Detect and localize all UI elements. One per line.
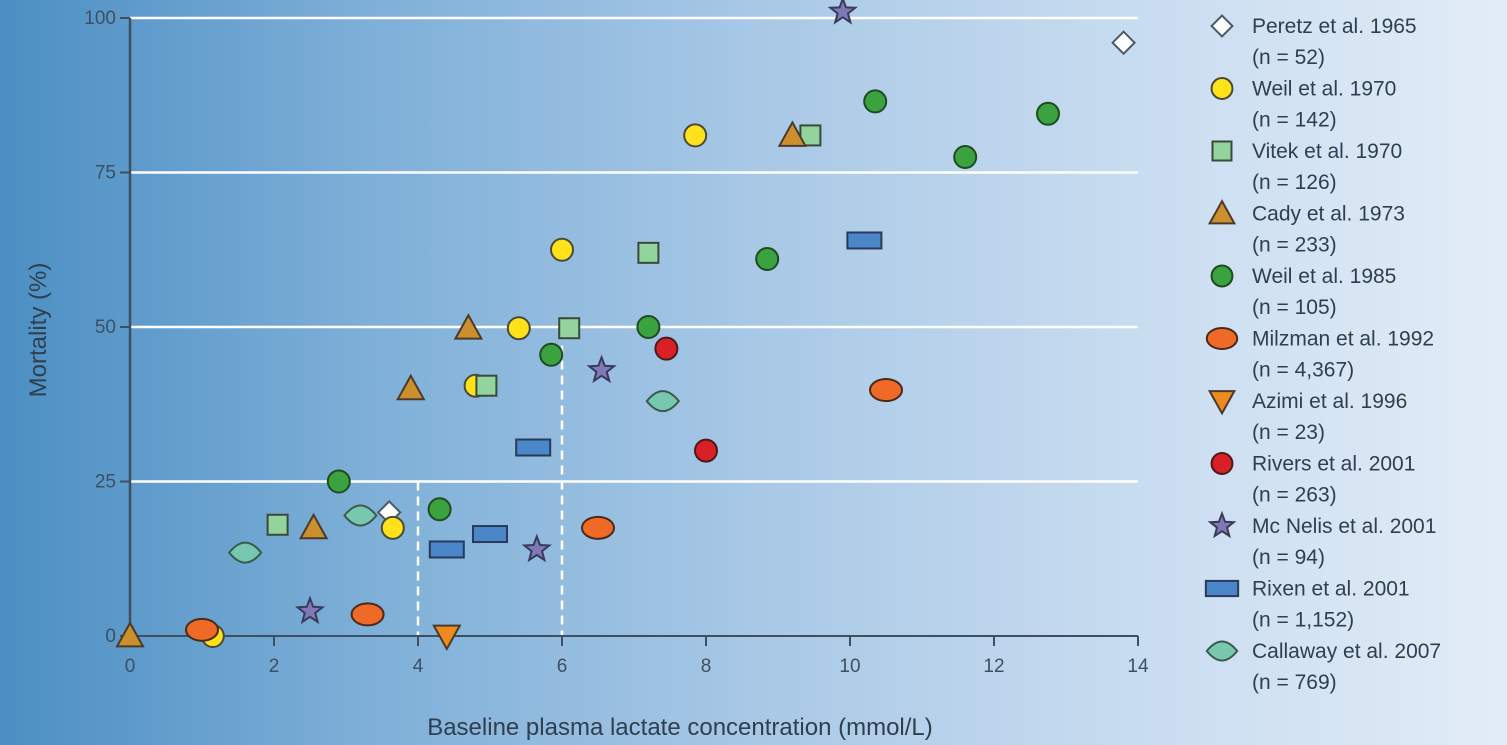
data-point	[396, 373, 426, 401]
data-point	[115, 620, 145, 648]
data-point	[266, 513, 289, 536]
legend-n-label: (n = 4,367)	[1252, 359, 1354, 382]
y-axis-title: Mortality (%)	[25, 263, 52, 398]
data-point	[227, 541, 263, 564]
legend-n-label: (n = 769)	[1252, 671, 1337, 694]
x-axis-title: Baseline plasma lactate concentration (m…	[427, 714, 933, 741]
legend-marker	[1210, 452, 1234, 475]
x-tick-label: 4	[413, 656, 424, 677]
legend-marker	[1211, 140, 1233, 162]
data-point	[827, 0, 858, 25]
data-point	[294, 595, 326, 625]
data-point	[869, 378, 903, 403]
legend-marker	[1210, 264, 1234, 288]
legend-label: Weil et al. 1985	[1252, 265, 1396, 288]
data-point	[654, 336, 679, 361]
legend-label: Mc Nelis et al. 2001	[1252, 515, 1436, 538]
x-tick-label: 14	[1127, 656, 1149, 677]
data-point	[432, 624, 462, 652]
y-tick-label: 25	[95, 472, 116, 493]
data-point	[1036, 101, 1060, 126]
legend-label: Rivers et al. 2001	[1252, 453, 1415, 476]
legend-n-label: (n = 233)	[1252, 234, 1337, 257]
data-point	[185, 617, 219, 642]
data-point	[539, 342, 564, 367]
legend-label: Rixen et al. 2001	[1252, 578, 1410, 601]
data-point	[521, 533, 552, 563]
legend-n-label: (n = 23)	[1252, 421, 1325, 444]
data-point	[777, 120, 808, 147]
legend-marker	[1205, 327, 1239, 350]
legend-n-label: (n = 1,152)	[1252, 609, 1354, 632]
y-tick-label: 100	[84, 8, 116, 29]
data-point	[380, 515, 405, 540]
legend-label: Callaway et al. 2007	[1252, 640, 1441, 663]
y-tick-label: 0	[105, 626, 116, 647]
legend-marker	[1207, 199, 1237, 225]
data-point	[953, 145, 978, 170]
legend-label: Milzman et al. 1992	[1252, 328, 1434, 351]
data-point	[846, 231, 883, 250]
data-point	[343, 504, 378, 527]
axes: 0 25 50 75 100 0 2 4 6 8 10 12 14	[84, 8, 1149, 677]
data-point	[428, 540, 465, 559]
legend-marker	[1210, 14, 1234, 38]
legend-marker	[1207, 510, 1237, 539]
data-point	[645, 390, 681, 413]
data-point	[326, 469, 351, 494]
legend-marker	[1210, 77, 1234, 100]
reference-lines	[416, 345, 564, 636]
x-tick-label: 2	[269, 656, 280, 677]
legend-n-label: (n = 52)	[1252, 46, 1325, 69]
x-tick-label: 8	[701, 656, 712, 677]
data-point	[755, 247, 780, 272]
x-tick-label: 12	[983, 656, 1004, 677]
data-point	[350, 602, 385, 627]
data-point	[586, 354, 617, 384]
data-point	[515, 438, 552, 457]
legend: Peretz et al. 1965 (n = 52) Weil et al. 19…	[1204, 14, 1441, 694]
data-points	[115, 0, 1137, 652]
legend-label: Weil et al. 1970	[1252, 78, 1396, 101]
data-point	[298, 512, 329, 540]
legend-label: Azimi et al. 1996	[1252, 390, 1407, 413]
legend-label: Vitek et al. 1970	[1252, 140, 1402, 163]
y-tick-label: 50	[95, 317, 116, 338]
x-tick-label: 0	[125, 656, 136, 677]
legend-marker	[1205, 640, 1239, 662]
data-point	[1111, 30, 1137, 56]
legend-label: Cady et al. 1973	[1252, 203, 1405, 226]
data-point	[637, 241, 660, 264]
legend-marker	[1207, 390, 1237, 416]
y-tick-label: 75	[95, 163, 116, 184]
legend-n-label: (n = 263)	[1252, 484, 1337, 507]
data-point	[550, 237, 574, 262]
legend-n-label: (n = 126)	[1252, 171, 1337, 194]
legend-n-label: (n = 142)	[1252, 109, 1337, 132]
data-point	[694, 438, 718, 463]
data-point	[453, 313, 484, 340]
x-tick-label: 6	[557, 656, 568, 677]
data-point	[472, 525, 508, 544]
data-point	[475, 374, 498, 397]
data-point	[558, 317, 581, 340]
legend-marker	[1204, 579, 1240, 598]
data-point	[581, 515, 615, 540]
x-tick-label: 10	[839, 656, 860, 677]
data-point	[506, 316, 531, 341]
legend-label: Peretz et al. 1965	[1252, 15, 1417, 38]
data-point	[427, 497, 452, 522]
data-point	[863, 89, 888, 114]
legend-n-label: (n = 105)	[1252, 296, 1337, 319]
grid	[130, 16, 1138, 483]
data-point	[636, 315, 661, 339]
data-point	[683, 123, 708, 148]
legend-n-label: (n = 94)	[1252, 546, 1325, 569]
